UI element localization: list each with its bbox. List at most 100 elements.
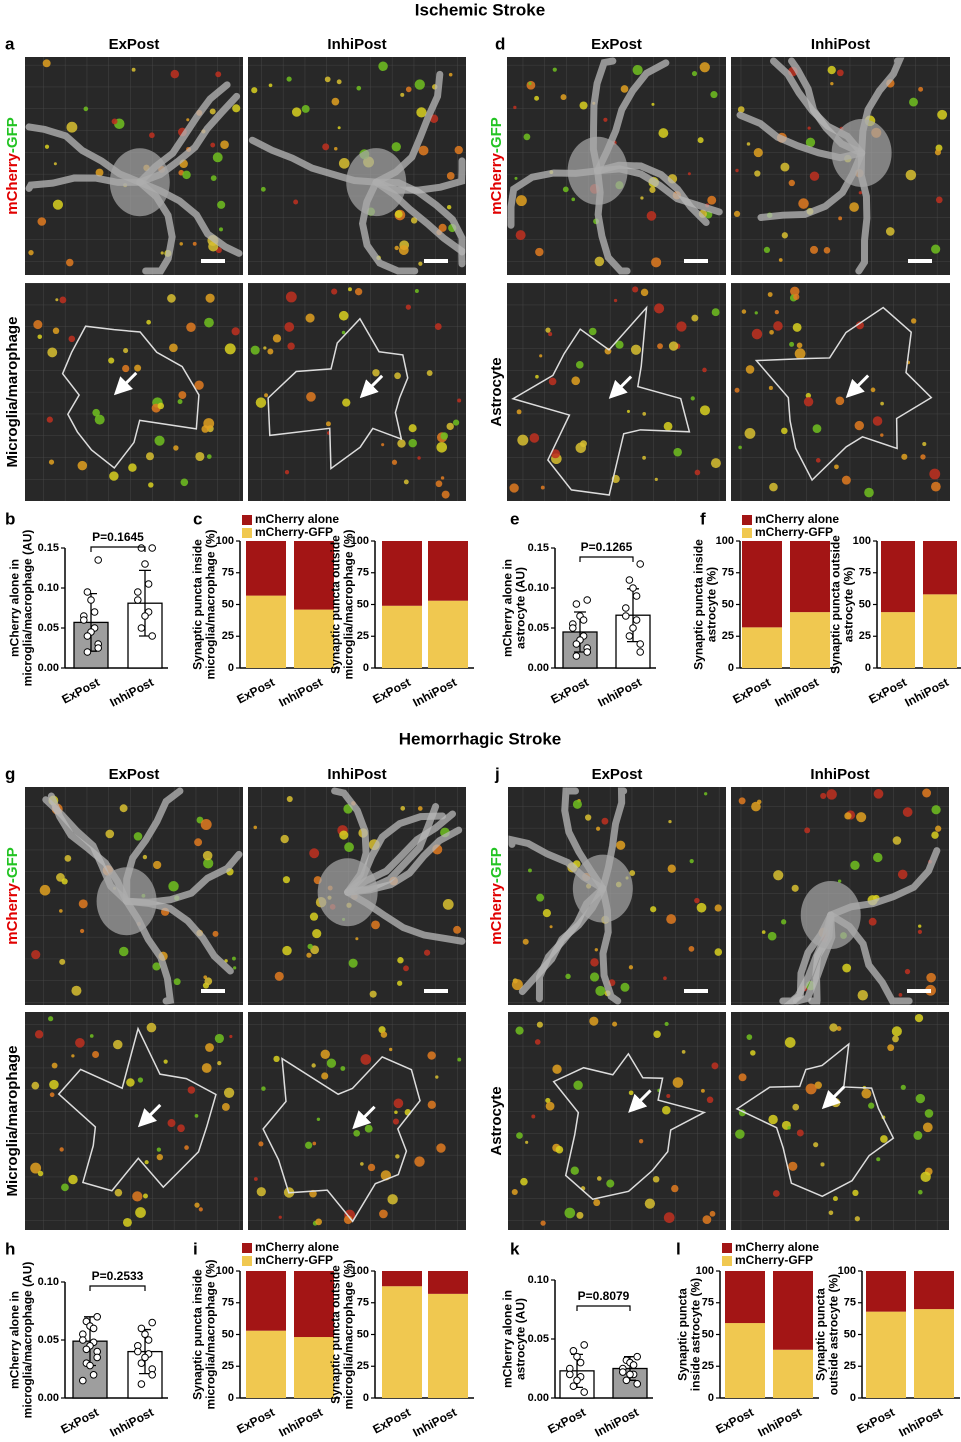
data-point [572,600,581,608]
puncta [61,878,68,885]
puncta [46,416,53,423]
y-tick-label: 0.15 [528,542,549,554]
puncta [552,1064,562,1074]
puncta [642,412,647,416]
puncta [369,990,377,998]
puncta [48,459,55,465]
data-point [148,1318,156,1327]
image-grid [508,1012,726,1230]
micrograph [507,283,726,501]
data-point [144,580,153,588]
micrograph [248,787,466,1005]
puncta [379,1209,388,1219]
puncta [311,1063,316,1068]
puncta [119,804,128,813]
row-label: Microglia/marophage [4,317,21,468]
puncta [360,1054,372,1065]
puncta [548,377,557,386]
puncta [854,1216,860,1222]
puncta [426,370,433,376]
panel-letter: d [495,34,505,53]
puncta [832,1196,838,1202]
puncta [741,309,747,314]
cell-outline [267,317,409,471]
puncta [834,464,839,470]
puncta [59,296,67,304]
puncta [324,76,331,83]
y-axis-label: mCherry alone in [501,559,515,657]
puncta [331,288,338,295]
puncta [571,197,576,202]
puncta [902,807,913,817]
puncta [356,85,362,91]
data-point [141,560,149,568]
puncta [113,1039,123,1050]
puncta [387,1194,398,1205]
puncta [778,258,783,262]
puncta [391,142,401,152]
x-tick-label: ExPost [370,675,412,706]
puncta [135,1207,146,1218]
y-tick-label: 75 [357,567,369,579]
puncta [891,1026,902,1037]
data-point [580,1341,589,1349]
puncta [372,369,380,377]
puncta [435,480,443,488]
puncta [321,1072,329,1080]
column-header: InhiPost [811,36,870,53]
y-tick-label: 0 [363,1392,369,1404]
puncta [169,343,178,353]
data-point [572,652,581,660]
puncta [640,196,644,200]
bar-segment [914,1271,954,1310]
puncta [210,142,216,148]
row-label-part: Astrocyte [488,1086,505,1155]
y-tick-label: 0.00 [38,662,59,674]
puncta [312,929,322,939]
puncta [868,917,877,926]
x-tick-label: ExPost [730,675,772,706]
puncta [231,327,240,336]
puncta [690,396,695,401]
data-point [569,624,577,632]
puncta [180,478,189,487]
row-label-part: Microglia/marophage [4,317,21,468]
bar-segment [428,600,468,668]
puncta [880,433,884,437]
puncta [796,1129,804,1137]
puncta [326,1058,337,1068]
data-point [580,1388,589,1396]
bar-segment [428,1293,468,1398]
puncta [53,162,57,166]
x-tick-label: ExPost [59,675,101,706]
puncta [75,1038,85,1048]
puncta [751,328,763,340]
y-axis-label: microglia/macrophage (%) [342,529,356,679]
y-axis-label: microglia/macrophage (%) [204,529,218,679]
puncta [714,904,722,912]
puncta [204,977,213,986]
puncta [844,812,852,820]
puncta [231,956,236,961]
puncta [560,94,567,101]
puncta [33,320,43,330]
puncta [149,132,155,139]
puncta [887,1044,895,1052]
puncta [706,1096,714,1104]
data-point [86,1361,94,1370]
arrow [137,1103,162,1128]
puncta [767,931,777,941]
puncta [435,1075,439,1079]
puncta [793,293,800,300]
puncta [371,920,380,930]
scale-bar [201,259,225,263]
y-axis-label: Synaptic puncta [814,1288,828,1381]
puncta [523,133,531,141]
puncta [516,1132,523,1139]
puncta [872,416,883,426]
puncta [109,471,119,481]
y-tick-label: 0 [228,662,234,674]
row-label-part: mCherry [488,882,505,944]
puncta [646,211,657,221]
puncta [400,92,405,97]
